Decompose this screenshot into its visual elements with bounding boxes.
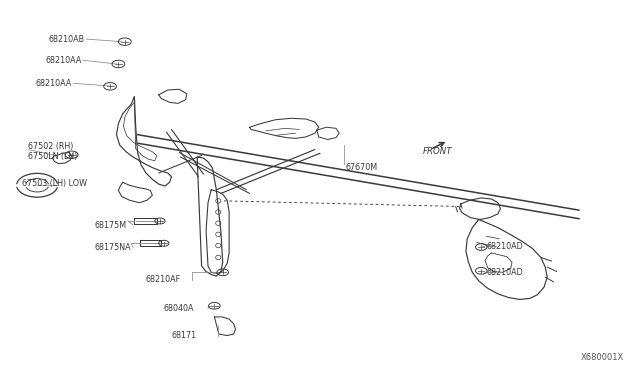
Text: FRONT: FRONT — [422, 147, 452, 155]
Text: 68210AA: 68210AA — [36, 79, 72, 88]
Text: 68210AA: 68210AA — [45, 56, 82, 65]
Text: 68175M: 68175M — [95, 221, 127, 230]
Text: X680001X: X680001X — [580, 353, 624, 362]
Text: 67503 (LH) LOW: 67503 (LH) LOW — [22, 179, 87, 187]
Text: 67670M: 67670M — [346, 163, 378, 172]
Text: 67502 (RH): 67502 (RH) — [28, 142, 74, 151]
Text: 68210AB: 68210AB — [49, 35, 85, 44]
Text: 68210AD: 68210AD — [486, 242, 523, 251]
Text: 6750LN (LH): 6750LN (LH) — [28, 152, 77, 161]
Text: 68175NA: 68175NA — [95, 243, 131, 252]
Text: 68210AF: 68210AF — [146, 275, 181, 284]
Text: 68040A: 68040A — [163, 304, 194, 313]
Text: 68210AD: 68210AD — [486, 268, 523, 277]
Text: 68171: 68171 — [172, 331, 196, 340]
